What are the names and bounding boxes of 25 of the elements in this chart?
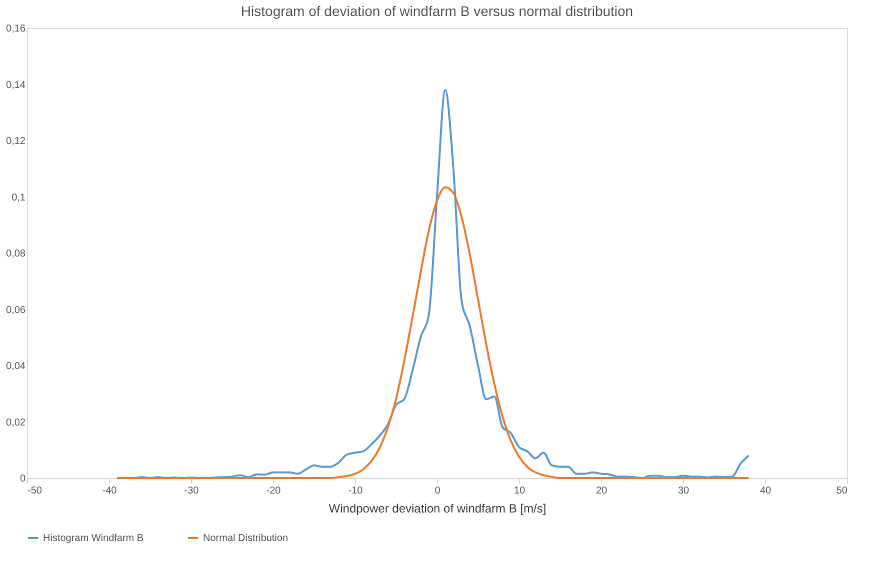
- x-tick-label: 50: [836, 486, 848, 496]
- y-tick-label: 0,1: [12, 192, 26, 204]
- x-tick-label: 30: [678, 486, 690, 496]
- legend-label: Histogram Windfarm B: [43, 533, 144, 544]
- x-axis-title: Windpower deviation of windfarm B [m/s]: [328, 502, 546, 516]
- x-tick-label: 40: [760, 486, 772, 496]
- legend-label: Normal Distribution: [203, 533, 288, 544]
- x-tick-label: 0: [434, 486, 441, 496]
- y-tick-label: 0,16: [6, 24, 26, 34]
- x-tick-label: 10: [514, 486, 526, 496]
- y-tick-label: 0,08: [6, 248, 26, 260]
- y-tick-label: 0,06: [6, 304, 26, 316]
- x-tick-label: -50: [28, 486, 42, 496]
- line-series: [116, 186, 750, 479]
- y-tick-label: 0,02: [6, 417, 26, 428]
- x-tick-label: -10: [348, 486, 364, 496]
- y-tick-label: 0: [20, 474, 26, 484]
- y-tick-label: 0,12: [6, 136, 26, 147]
- x-tick-label: -30: [184, 486, 200, 496]
- x-tick-label: -20: [266, 486, 282, 496]
- y-tick-label: 0,14: [6, 80, 26, 91]
- chart-title: Histogram of deviation of windfarm B versus normal distribution: [240, 3, 634, 19]
- x-tick-label: -40: [102, 486, 118, 496]
- x-tick-label: 20: [596, 486, 608, 496]
- y-tick-label: 0,04: [6, 361, 26, 372]
